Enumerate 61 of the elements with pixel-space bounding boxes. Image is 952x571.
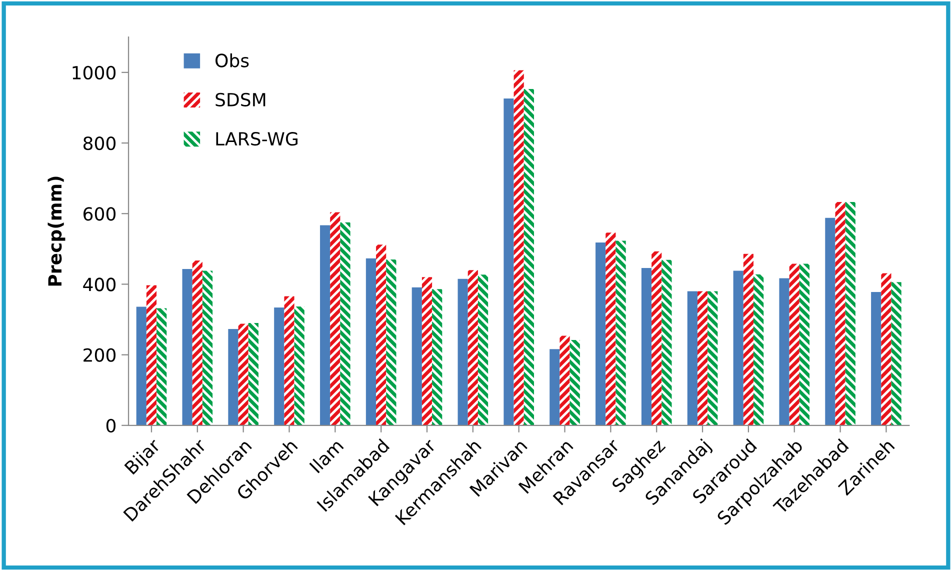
- bar: [422, 277, 432, 426]
- bar: [799, 264, 810, 426]
- bar: [697, 291, 708, 426]
- bar: [340, 222, 350, 426]
- bar: [641, 268, 652, 426]
- y-tick-label: 600: [84, 207, 116, 221]
- bar: [743, 254, 754, 426]
- legend-label: Obs: [216, 53, 249, 68]
- y-tick-label: 800: [83, 136, 116, 150]
- bar: [320, 225, 330, 426]
- bar: [238, 324, 248, 426]
- bar: [294, 306, 304, 426]
- bar: [708, 291, 718, 426]
- bar: [596, 242, 606, 426]
- bar: [284, 296, 294, 426]
- bar: [156, 308, 167, 426]
- bar: [458, 278, 468, 426]
- bar: [524, 89, 534, 426]
- bar: [146, 285, 157, 426]
- bar: [606, 232, 616, 426]
- bar: [182, 269, 192, 426]
- bar: [733, 270, 744, 426]
- bar: [550, 349, 560, 426]
- bar: [616, 240, 626, 426]
- bar: [504, 98, 514, 426]
- bar: [789, 264, 800, 426]
- bar: [570, 340, 580, 426]
- bar: [881, 273, 892, 426]
- bar: [514, 70, 524, 426]
- bar: [376, 244, 386, 426]
- bar: [871, 292, 882, 426]
- y-tick-label: 0: [106, 418, 116, 433]
- bar: [825, 218, 836, 426]
- y-axis-title: Precp(mm): [48, 176, 66, 286]
- bar: [432, 289, 442, 426]
- bar: [136, 306, 146, 426]
- legend-label: LARS-WG: [216, 132, 298, 146]
- bar: [330, 212, 340, 426]
- bar: [560, 336, 570, 426]
- y-tick-label: 400: [83, 278, 116, 292]
- bar: [228, 329, 238, 426]
- bar: [662, 260, 672, 426]
- y-tick-label: 200: [84, 348, 116, 362]
- bar: [835, 202, 846, 426]
- bar: [478, 274, 488, 426]
- bar: [468, 270, 478, 426]
- bar: [192, 260, 202, 426]
- bar: [687, 291, 698, 426]
- bar: [779, 278, 790, 426]
- bar: [891, 282, 902, 426]
- y-tick-label: 1000: [72, 66, 116, 80]
- bar: [274, 308, 284, 426]
- legend-label: SDSM: [216, 92, 266, 106]
- bar: [366, 258, 376, 426]
- bar: [248, 323, 258, 426]
- bar: [652, 251, 662, 426]
- bar: [753, 274, 764, 426]
- bar: [412, 287, 422, 426]
- bar: [845, 202, 856, 426]
- bar: [202, 270, 213, 426]
- bar: [386, 259, 396, 426]
